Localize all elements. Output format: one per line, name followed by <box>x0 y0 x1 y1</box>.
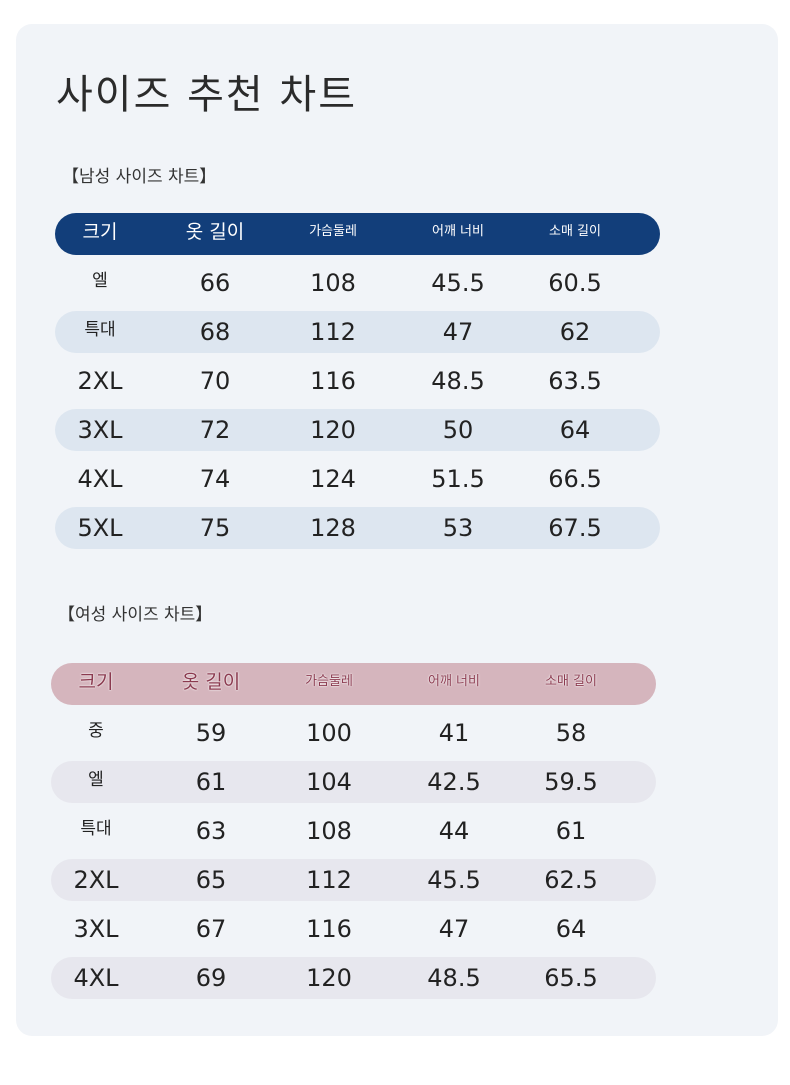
men-table-cell: 70 <box>199 367 231 395</box>
women-size-label: 엘 <box>88 770 104 790</box>
men-size-label: 2XL <box>77 367 123 395</box>
women-table-cell: 63 <box>195 817 227 845</box>
women-table-cell: 42.5 <box>427 768 481 796</box>
women-size-label: 특대 <box>80 819 112 839</box>
women-section-label: 【여성 사이즈 차트】 <box>58 605 213 625</box>
women-size-label: 2XL <box>73 866 119 894</box>
men-header-cell: 크기 <box>82 221 118 243</box>
women-header-cell: 어깨 너비 <box>428 674 480 689</box>
women-size-label: 중 <box>88 721 104 741</box>
men-table-cell: 53 <box>442 514 474 542</box>
women-table-cell: 108 <box>306 817 352 845</box>
men-table-cell: 66.5 <box>548 465 602 493</box>
women-table-row: 엘 61 104 42.5 59.5 <box>51 761 656 803</box>
men-table-row: 5XL 75 128 53 67.5 <box>55 507 660 549</box>
women-table-cell: 61 <box>555 817 587 845</box>
women-table-cell: 116 <box>306 915 352 943</box>
women-table-row: 중 59 100 41 58 <box>51 712 656 754</box>
women-table-cell: 120 <box>306 964 352 992</box>
men-table-cell: 64 <box>559 416 591 444</box>
women-table-cell: 45.5 <box>427 866 481 894</box>
women-table-row: 특대 63 108 44 61 <box>51 810 656 852</box>
women-table-cell: 65.5 <box>544 964 598 992</box>
men-table-cell: 75 <box>199 514 231 542</box>
men-table-cell: 67.5 <box>548 514 602 542</box>
men-size-label: 5XL <box>77 514 123 542</box>
men-table-cell: 112 <box>310 318 356 346</box>
women-table-cell: 100 <box>306 719 352 747</box>
women-table-cell: 48.5 <box>427 964 481 992</box>
men-table-row: 엘 66 108 45.5 60.5 <box>55 262 660 304</box>
men-table-cell: 108 <box>310 269 356 297</box>
men-table-cell: 51.5 <box>431 465 485 493</box>
men-table-cell: 74 <box>199 465 231 493</box>
women-header-cell: 옷 길이 <box>181 671 241 693</box>
men-table-cell: 68 <box>199 318 231 346</box>
women-header-cell: 소매 길이 <box>545 674 597 689</box>
women-size-label: 4XL <box>73 964 119 992</box>
women-table-cell: 59 <box>195 719 227 747</box>
women-header-cell: 크기 <box>78 671 114 693</box>
men-table-row: 3XL 72 120 50 64 <box>55 409 660 451</box>
men-table-cell: 50 <box>442 416 474 444</box>
men-size-label: 3XL <box>77 416 123 444</box>
men-section-label: 【남성 사이즈 차트】 <box>62 167 217 187</box>
men-table-row: 4XL 74 124 51.5 66.5 <box>55 458 660 500</box>
women-table-row: 3XL 67 116 47 64 <box>51 908 656 950</box>
women-table-cell: 104 <box>306 768 352 796</box>
men-table-cell: 48.5 <box>431 367 485 395</box>
men-table-cell: 45.5 <box>431 269 485 297</box>
men-header-cell: 옷 길이 <box>185 221 245 243</box>
women-table-cell: 65 <box>195 866 227 894</box>
men-size-label: 특대 <box>84 320 116 340</box>
women-table-cell: 67 <box>195 915 227 943</box>
men-table-row: 2XL 70 116 48.5 63.5 <box>55 360 660 402</box>
men-table-cell: 66 <box>199 269 231 297</box>
men-table-cell: 47 <box>442 318 474 346</box>
men-table-header: 크기 옷 길이 가슴둘레 어깨 너비 소매 길이 <box>55 213 660 255</box>
women-table-cell: 62.5 <box>544 866 598 894</box>
men-size-label: 엘 <box>92 271 108 291</box>
women-table-cell: 59.5 <box>544 768 598 796</box>
men-header-cell: 어깨 너비 <box>432 224 484 239</box>
men-table-cell: 62 <box>559 318 591 346</box>
women-header-cell: 가슴둘레 <box>305 674 353 689</box>
women-table-cell: 61 <box>195 768 227 796</box>
men-table-cell: 60.5 <box>548 269 602 297</box>
men-table-cell: 120 <box>310 416 356 444</box>
women-table-cell: 112 <box>306 866 352 894</box>
men-size-label: 4XL <box>77 465 123 493</box>
women-table-cell: 44 <box>438 817 470 845</box>
women-table-row: 4XL 69 120 48.5 65.5 <box>51 957 656 999</box>
men-table-cell: 128 <box>310 514 356 542</box>
men-table-row: 특대 68 112 47 62 <box>55 311 660 353</box>
women-table-header: 크기 옷 길이 가슴둘레 어깨 너비 소매 길이 <box>51 663 656 705</box>
men-table-cell: 124 <box>310 465 356 493</box>
men-header-cell: 소매 길이 <box>549 224 601 239</box>
men-header-cell: 가슴둘레 <box>309 224 357 239</box>
women-table-row: 2XL 65 112 45.5 62.5 <box>51 859 656 901</box>
women-table-cell: 69 <box>195 964 227 992</box>
women-table-cell: 41 <box>438 719 470 747</box>
women-table-cell: 58 <box>555 719 587 747</box>
men-table-cell: 116 <box>310 367 356 395</box>
men-table-cell: 63.5 <box>548 367 602 395</box>
page-title: 사이즈 추천 차트 <box>56 72 358 118</box>
women-table-cell: 64 <box>555 915 587 943</box>
men-table-cell: 72 <box>199 416 231 444</box>
women-size-label: 3XL <box>73 915 119 943</box>
women-table-cell: 47 <box>438 915 470 943</box>
